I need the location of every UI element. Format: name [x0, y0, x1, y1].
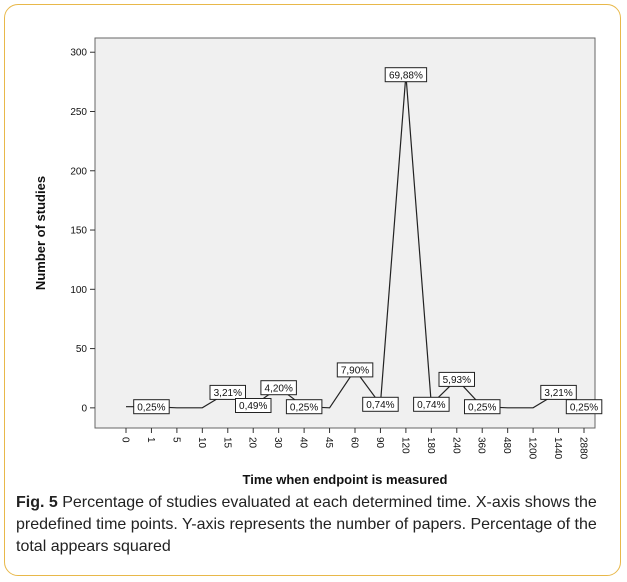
data-label-box [133, 399, 170, 415]
data-label-text: 0,25% [468, 402, 496, 413]
x-tick-label: 10 [196, 437, 207, 449]
x-tick-label: 20 [247, 437, 258, 449]
data-label-box [384, 67, 428, 83]
x-tick-label: 15 [221, 437, 232, 449]
x-tick-label: 0 [120, 437, 131, 443]
data-label: 69,88% [384, 67, 428, 83]
data-label-text: 0,25% [570, 402, 598, 413]
data-label: 0,74% [362, 396, 399, 412]
x-tick-label: 480 [501, 437, 512, 454]
data-label-box [413, 396, 450, 412]
x-tick-label: 45 [323, 437, 334, 449]
data-label-text: 69,88% [389, 70, 423, 81]
data-label-text: 7,90% [341, 366, 369, 377]
x-tick-label: 360 [476, 437, 487, 454]
data-label: 0,25% [565, 399, 603, 415]
data-label-box [464, 399, 501, 415]
caption-text: Percentage of studies evaluated at each … [16, 494, 597, 555]
data-label-box [540, 384, 577, 400]
data-label: 0,25% [133, 399, 170, 415]
data-label: 0,49% [235, 398, 272, 413]
data-label-box [260, 380, 297, 396]
data-label: 0,74% [413, 396, 450, 412]
x-tick-label: 2880 [578, 437, 589, 460]
data-label: 0,25% [285, 399, 323, 415]
data-label: 7,90% [336, 362, 374, 378]
data-label-text: 0,25% [290, 402, 318, 413]
x-tick-label: 30 [272, 437, 283, 449]
data-label-box [438, 371, 475, 387]
data-label-text: 5,93% [443, 375, 471, 386]
y-tick-label: 300 [70, 48, 87, 59]
x-tick-label: 40 [298, 437, 309, 449]
data-label: 3,21% [540, 384, 577, 400]
data-labels: 0,25% 3,21% 0,49% 4,20% 0,25% 7,90% 0,74% 69,88… [133, 67, 603, 415]
data-label-text: 0,74% [366, 400, 394, 411]
data-label: 4,20% [260, 380, 297, 396]
data-label-text: 4,20% [265, 383, 293, 394]
y-tick-label: 0 [81, 403, 87, 414]
x-tick-label: 1200 [527, 437, 538, 460]
data-label: 5,93% [438, 371, 475, 387]
caption-label: Fig. 5 [16, 494, 58, 511]
y-axis: 0 50 100 150 200 250 300 [70, 48, 95, 414]
x-tick-label: 90 [374, 437, 385, 449]
y-tick-label: 250 [70, 107, 87, 118]
data-label-text: 0,74% [417, 400, 445, 411]
data-label-text: 0,49% [239, 401, 267, 412]
data-label-text: 3,21% [214, 388, 242, 399]
x-tick-label: 120 [399, 437, 410, 454]
y-tick-label: 100 [70, 285, 87, 296]
x-tick-label: 1440 [552, 437, 563, 460]
x-axis: 0 1 5 10 15 20 30 40 45 60 90 120 180 240 360 480 1200 14… [120, 428, 589, 460]
x-axis-title: Time when endpoint is measured [243, 472, 448, 487]
data-label-text: 3,21% [544, 388, 572, 399]
data-label-box [209, 384, 246, 400]
x-tick-label: 60 [349, 437, 360, 449]
data-label-text: 0,25% [137, 402, 165, 413]
data-label: 3,21% [209, 384, 246, 400]
x-tick-label: 5 [170, 437, 181, 443]
x-tick-label: 240 [450, 437, 461, 454]
y-tick-label: 150 [70, 226, 87, 237]
data-label-box [565, 399, 603, 415]
data-label-box [285, 399, 323, 415]
figure-caption: Fig. 5 Percentage of studies evaluated a… [16, 492, 614, 558]
y-axis-title: Number of studies [33, 176, 48, 290]
data-label: 0,25% [464, 399, 501, 415]
data-label-box [235, 398, 272, 413]
y-tick-label: 200 [70, 166, 87, 177]
x-tick-label: 1 [145, 437, 156, 443]
data-label-box [362, 396, 399, 412]
y-tick-label: 50 [76, 344, 88, 355]
x-tick-label: 180 [425, 437, 436, 454]
data-label-box [336, 362, 374, 378]
